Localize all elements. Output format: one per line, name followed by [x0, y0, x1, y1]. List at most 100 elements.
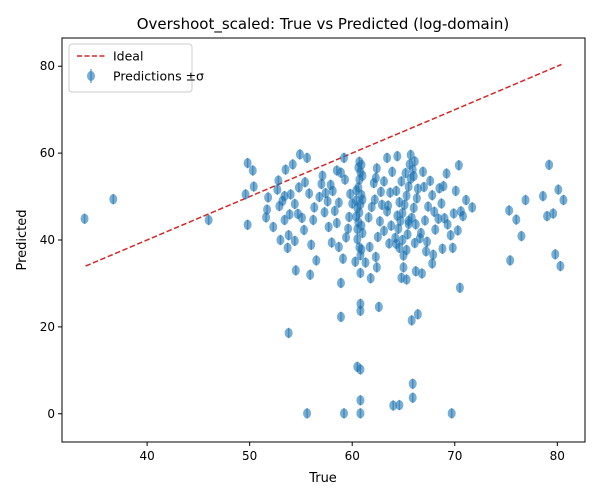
data-point: [434, 213, 443, 224]
data-point: [453, 225, 462, 236]
point-marker: [424, 201, 433, 212]
point-marker: [290, 235, 299, 246]
data-point: [458, 210, 467, 222]
point-marker: [241, 189, 250, 200]
point-marker: [517, 231, 526, 242]
data-point: [392, 185, 401, 197]
point-marker: [340, 408, 349, 419]
point-marker: [431, 224, 440, 235]
data-point: [364, 212, 373, 223]
point-marker: [323, 196, 332, 207]
data-point: [437, 198, 446, 209]
point-marker: [243, 219, 252, 230]
point-marker: [380, 176, 389, 187]
point-marker: [412, 193, 421, 204]
point-marker: [395, 197, 404, 208]
point-marker: [421, 215, 430, 226]
data-point: [375, 216, 384, 227]
data-point: [356, 408, 365, 419]
data-point: [284, 230, 293, 241]
data-point: [380, 225, 389, 237]
data-point: [263, 204, 272, 215]
point-marker: [370, 194, 379, 205]
point-marker: [401, 168, 410, 179]
data-point: [543, 210, 552, 222]
point-marker: [406, 149, 415, 160]
point-marker: [395, 400, 404, 411]
data-point: [352, 195, 361, 206]
point-marker: [371, 251, 380, 262]
data-point: [554, 184, 563, 195]
point-marker: [442, 168, 451, 179]
point-marker: [551, 249, 560, 260]
point-marker: [545, 159, 554, 170]
point-marker: [344, 223, 353, 234]
x-tick-label: 40: [139, 449, 154, 463]
point-marker: [356, 250, 365, 261]
point-marker: [305, 188, 314, 199]
point-marker: [402, 190, 411, 201]
point-marker: [506, 255, 515, 266]
data-point: [468, 202, 477, 213]
data-point: [305, 188, 314, 199]
data-point: [424, 201, 433, 212]
point-marker: [290, 198, 299, 209]
data-point: [455, 282, 464, 293]
data-point: [334, 197, 343, 208]
y-tick-label: 80: [40, 59, 55, 73]
data-point: [405, 159, 414, 170]
legend: Ideal Predictions ±σ: [68, 43, 204, 93]
point-marker: [303, 408, 312, 419]
point-marker: [281, 164, 290, 175]
data-point: [380, 176, 389, 187]
data-point: [109, 193, 118, 205]
point-marker: [428, 258, 437, 269]
point-marker: [386, 187, 395, 198]
data-point: [393, 150, 402, 162]
data-point: [373, 231, 382, 243]
point-marker: [380, 225, 389, 236]
point-marker: [383, 152, 392, 163]
legend-predictions-marker: [87, 71, 95, 81]
point-marker: [408, 378, 417, 389]
point-marker: [301, 177, 310, 188]
data-point: [345, 211, 354, 223]
data-point: [395, 242, 404, 254]
data-point: [556, 260, 565, 272]
point-marker: [394, 223, 403, 234]
point-marker: [109, 194, 118, 205]
data-point: [399, 262, 408, 273]
point-marker: [263, 204, 272, 215]
data-point: [395, 399, 404, 411]
point-marker: [372, 262, 381, 273]
data-point: [383, 206, 392, 217]
point-marker: [280, 191, 289, 202]
point-marker: [408, 392, 417, 403]
data-point: [549, 208, 558, 219]
plot-area: [80, 63, 568, 419]
chart-title: Overshoot_scaled: True vs Predicted (log…: [137, 15, 510, 34]
point-marker: [262, 212, 271, 223]
point-marker: [342, 232, 351, 243]
data-point: [248, 165, 257, 176]
data-point: [416, 227, 425, 239]
data-point: [309, 214, 318, 226]
point-marker: [383, 206, 392, 217]
point-marker: [512, 214, 521, 225]
point-marker: [353, 202, 362, 213]
data-point: [512, 214, 521, 225]
point-marker: [458, 211, 467, 222]
data-point: [326, 179, 335, 191]
y-axis-ticks: 0 20 40 60 80: [40, 59, 62, 421]
point-marker: [385, 238, 394, 249]
data-point: [340, 152, 349, 164]
point-marker: [406, 173, 415, 184]
data-point: [506, 255, 515, 266]
data-point: [332, 217, 341, 229]
data-point: [403, 229, 412, 240]
point-marker: [327, 237, 336, 248]
data-point: [357, 220, 366, 231]
point-marker: [283, 242, 292, 253]
data-point: [372, 163, 381, 174]
point-marker: [559, 195, 568, 206]
